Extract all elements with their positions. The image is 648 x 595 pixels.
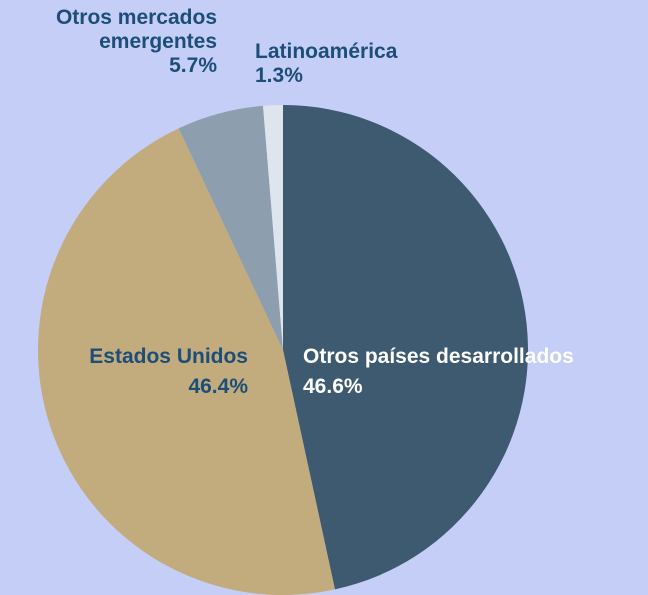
value-label: 5.7%	[169, 54, 217, 77]
slice-label: Otros mercados emergentes 5.7%	[17, 6, 217, 78]
slice-label: Estados Unidos 46.4%	[89, 345, 248, 399]
category-label: Otros mercados emergentes	[55, 6, 217, 53]
value-label: 1.3%	[255, 64, 303, 87]
pie-slice	[38, 128, 335, 595]
pie-slice	[178, 105, 283, 350]
slice-label: Latinoamérica 1.3%	[255, 40, 397, 88]
category-label: Latinoamérica	[255, 40, 398, 63]
value-label: 46.4%	[188, 375, 248, 398]
pie-slice	[263, 105, 283, 350]
slice-label: Otros países desarrollados 46.6%	[303, 345, 574, 399]
pie-slice	[283, 105, 528, 590]
value-label: 46.6%	[303, 375, 363, 398]
category-label: Estados Unidos	[89, 345, 248, 368]
category-label: Otros países desarrollados	[303, 345, 574, 368]
